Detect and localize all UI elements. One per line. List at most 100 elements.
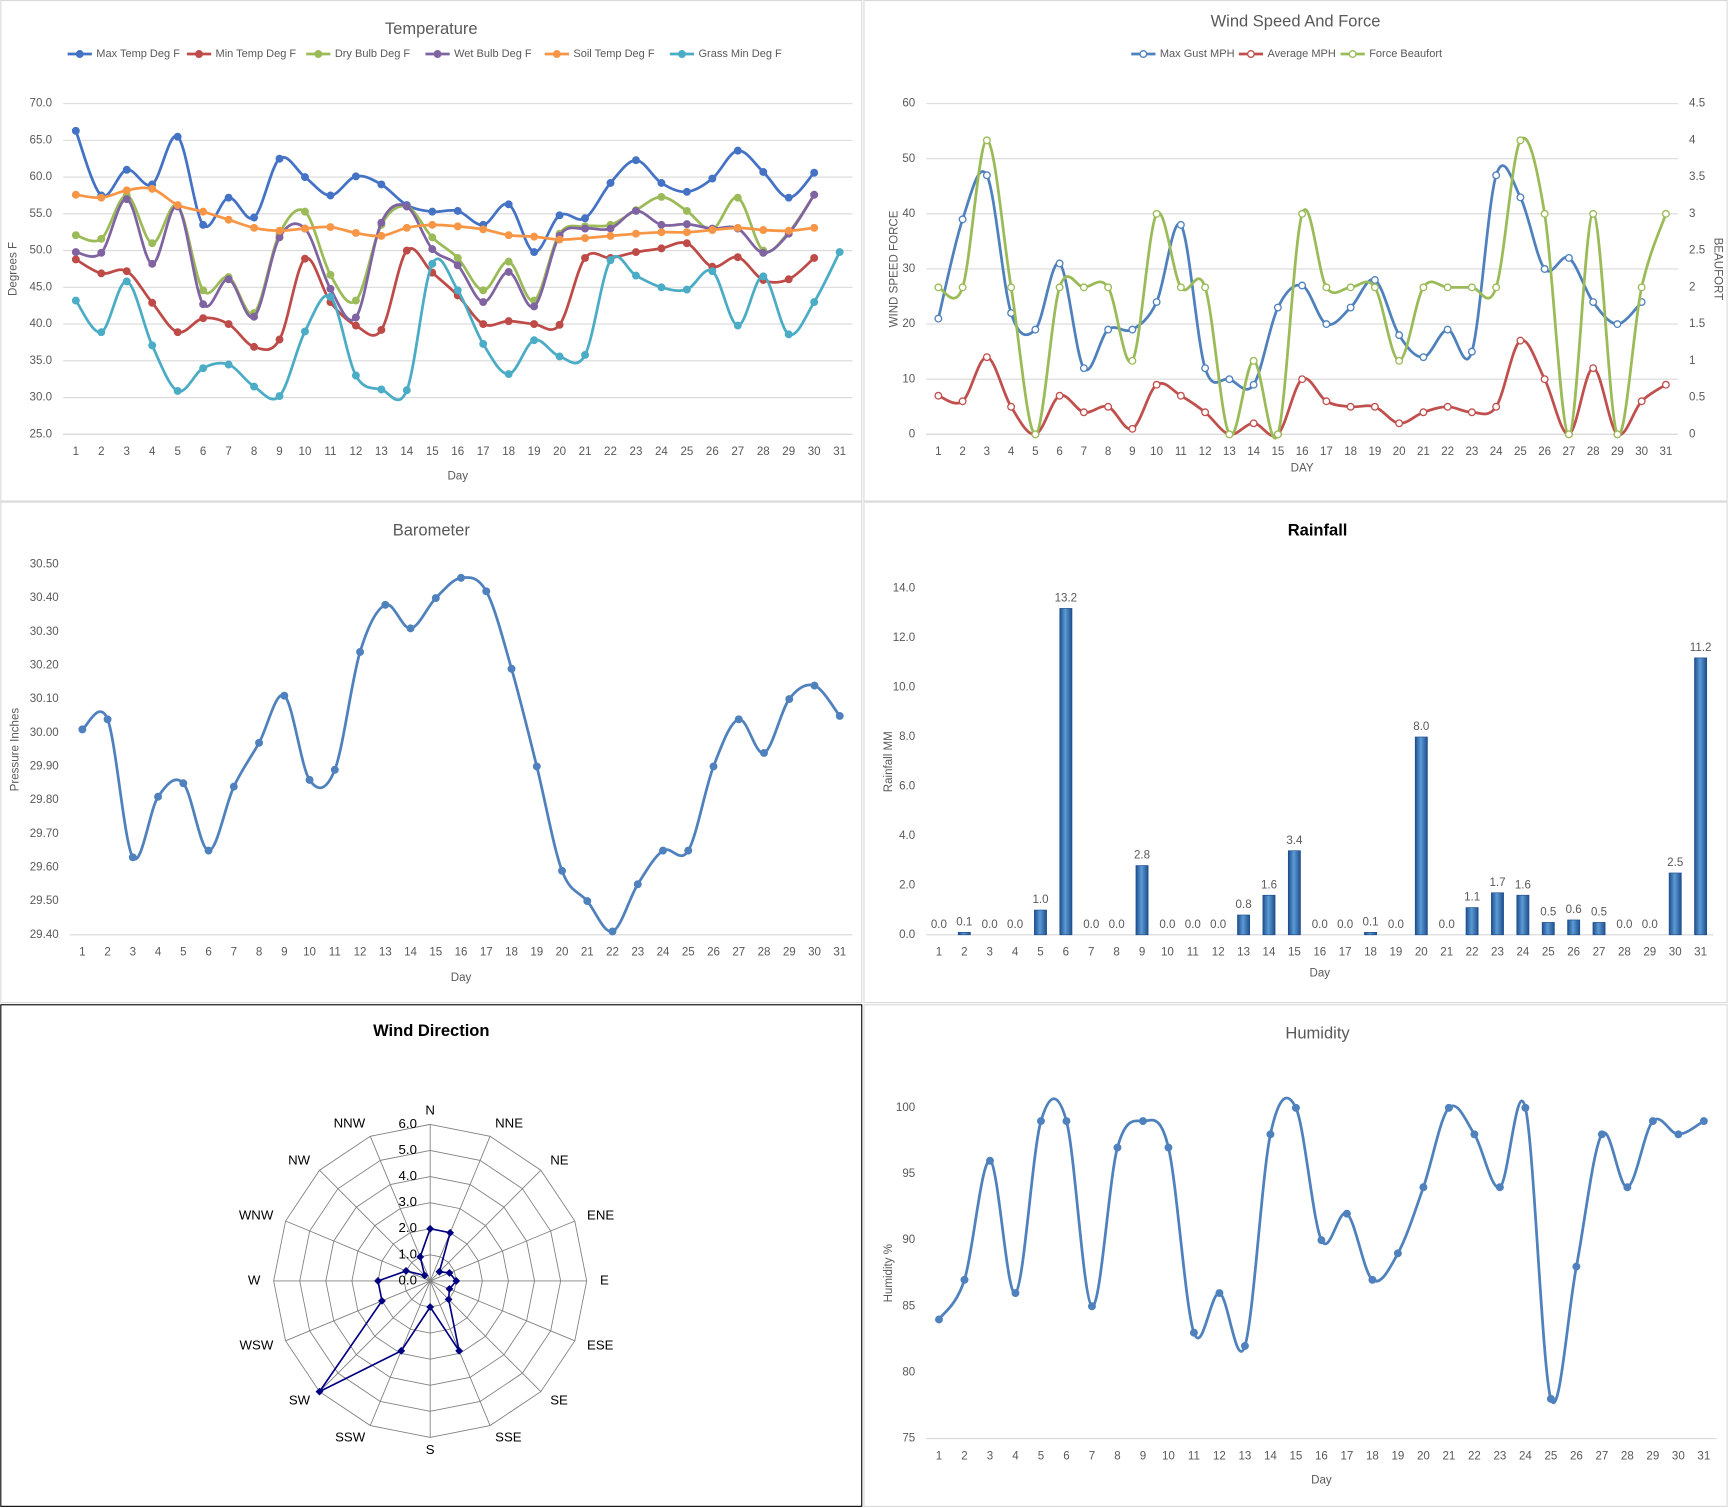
x-tick-label: 7	[231, 946, 237, 958]
data-point	[530, 336, 539, 345]
data-point	[1393, 1249, 1402, 1258]
x-tick-label: 20	[556, 946, 569, 958]
category-label: ENE	[587, 1207, 614, 1222]
tick-label: 95	[902, 1168, 915, 1180]
x-tick-label: 22	[606, 946, 619, 958]
data-point	[326, 292, 335, 301]
x-tick-label: 30	[1635, 446, 1648, 458]
tick-label: 30.40	[30, 592, 59, 604]
x-tick-label: 25	[1514, 446, 1527, 458]
y-axis-title: Degrees F	[8, 242, 20, 296]
data-point	[479, 286, 488, 295]
data-point	[1419, 353, 1428, 362]
data-label: 1.7	[1489, 877, 1505, 889]
data-point	[1521, 1103, 1530, 1112]
data-point	[583, 897, 592, 906]
x-tick-label: 22	[604, 446, 617, 458]
tick-label: 29.50	[30, 895, 59, 907]
category-label: W	[248, 1272, 261, 1287]
tick-label: 55.0	[30, 208, 53, 220]
data-point	[402, 223, 411, 232]
data-point	[631, 156, 640, 165]
data-point	[507, 664, 516, 673]
tick-label: 3.5	[1689, 171, 1705, 183]
tick-label: 30.50	[30, 558, 59, 570]
data-point	[1419, 1183, 1428, 1192]
category-label: SE	[550, 1392, 568, 1407]
x-tick-label: 22	[1468, 1450, 1481, 1462]
x-tick-label: 1	[936, 946, 942, 958]
data-point	[154, 792, 163, 801]
x-tick-label: 17	[1320, 446, 1333, 458]
tick-label: 60.0	[30, 171, 53, 183]
data-point	[759, 248, 768, 257]
data-point	[275, 335, 284, 344]
tick-label: 30.30	[30, 626, 59, 638]
data-point	[504, 231, 513, 240]
tick-label: 5.0	[399, 1142, 417, 1157]
x-tick-label: 27	[1562, 446, 1575, 458]
data-label: 3.4	[1286, 835, 1303, 847]
data-point	[224, 215, 233, 224]
tick-label: 90	[902, 1234, 915, 1246]
x-tick-label: 29	[1646, 1450, 1659, 1462]
data-point	[682, 239, 691, 248]
data-point	[1370, 283, 1379, 292]
data-point	[1079, 283, 1088, 292]
x-tick-label: 21	[1417, 446, 1430, 458]
tick-label: 29.90	[30, 760, 59, 772]
data-point	[199, 286, 208, 295]
data-point	[682, 220, 691, 229]
data-point	[1266, 1130, 1275, 1139]
tick-label: 30	[902, 263, 915, 275]
data-point	[428, 207, 437, 216]
data-point	[431, 594, 440, 603]
data-point	[229, 782, 238, 791]
data-label: 0.1	[956, 916, 972, 928]
legend-label: Dry Bulb Deg F	[335, 48, 411, 60]
data-point	[1317, 1236, 1326, 1245]
data-point	[759, 167, 768, 176]
data-point	[733, 321, 742, 330]
data-point	[1249, 380, 1258, 389]
data-point	[97, 248, 106, 257]
data-label: 0.0	[1642, 919, 1658, 931]
x-tick-label: 27	[732, 946, 745, 958]
data-point	[453, 253, 462, 262]
data-point	[453, 206, 462, 215]
data-point	[1661, 380, 1670, 389]
data-label: 0.5	[1591, 907, 1607, 919]
x-tick-label: 28	[757, 446, 770, 458]
x-tick-label: 26	[706, 446, 719, 458]
x-tick-label: 29	[1643, 946, 1656, 958]
chart-title: Barometer	[393, 521, 471, 540]
data-point	[530, 320, 539, 329]
data-point	[71, 126, 80, 135]
x-tick-label: 14	[1264, 1450, 1277, 1462]
data-point	[1613, 320, 1622, 329]
data-point	[148, 298, 157, 307]
data-point	[301, 224, 309, 233]
series-line	[937, 1096, 1705, 1404]
legend-marker	[314, 50, 323, 58]
x-tick-label: 12	[354, 946, 367, 958]
x-tick-label: 1	[935, 446, 941, 458]
data-point	[810, 168, 819, 177]
bar	[1262, 894, 1276, 936]
x-tick-label: 29	[782, 446, 795, 458]
data-point	[1104, 283, 1113, 292]
x-tick-label: 5	[180, 946, 186, 958]
legend-marker	[195, 50, 203, 58]
category-label: WSW	[240, 1337, 274, 1352]
data-point	[356, 647, 365, 656]
legend-label: Grass Min Deg F	[698, 48, 782, 60]
data-point	[784, 330, 793, 339]
data-point	[1201, 408, 1210, 417]
tick-label: 100	[896, 1102, 915, 1114]
data-point	[377, 180, 386, 189]
data-point	[1152, 209, 1161, 218]
data-point	[1104, 325, 1113, 334]
x-tick-label: 20	[1415, 946, 1428, 958]
x-tick-label: 4	[1008, 446, 1015, 458]
x-tick-label: 23	[630, 446, 643, 458]
